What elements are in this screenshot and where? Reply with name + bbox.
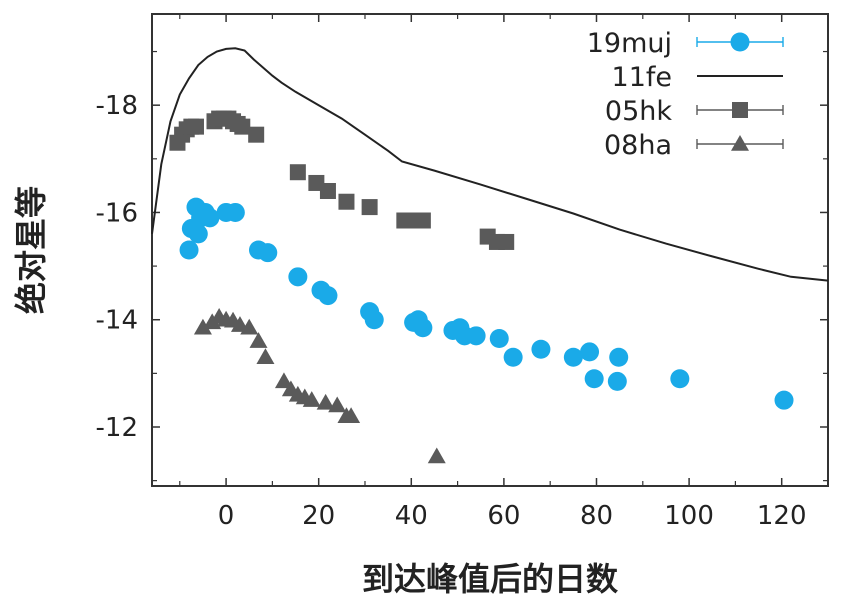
data-point-19muj xyxy=(200,208,220,228)
data-point-19muj xyxy=(364,310,384,330)
legend-marker xyxy=(732,102,748,118)
x-tick-label: 0 xyxy=(218,501,235,531)
data-point-19muj xyxy=(609,347,629,367)
data-point-08ha xyxy=(240,318,259,335)
legend-label: 08ha xyxy=(604,130,672,161)
legend-label: 11fe xyxy=(612,62,672,93)
data-point-19muj xyxy=(607,371,627,391)
data-point-08ha xyxy=(342,407,361,424)
data-point-08ha xyxy=(274,372,293,389)
data-point-08ha xyxy=(193,318,212,335)
data-point-05hk xyxy=(234,118,251,135)
series-11fe xyxy=(151,47,829,282)
plot-frame xyxy=(151,13,829,487)
data-point-19muj xyxy=(258,243,278,263)
legend-label: 05hk xyxy=(605,96,672,127)
series-19muj xyxy=(179,197,794,410)
data-point-08ha xyxy=(427,447,446,464)
data-point-19muj xyxy=(489,329,509,348)
legend-entry-08ha: 08ha xyxy=(604,130,784,161)
data-point-19muj xyxy=(580,342,600,362)
data-point-05hk xyxy=(414,212,431,229)
y-tick-label: -16 xyxy=(96,198,138,228)
data-point-05hk xyxy=(248,126,265,143)
y-axis-title: 绝对星等 xyxy=(12,186,50,314)
data-point-05hk xyxy=(187,118,204,135)
legend-marker xyxy=(731,135,749,151)
x-tick-label: 60 xyxy=(487,501,520,531)
data-point-19muj xyxy=(670,369,690,389)
data-point-08ha xyxy=(302,391,321,407)
data-point-08ha xyxy=(316,393,335,410)
data-point-08ha xyxy=(328,396,347,413)
series-08ha xyxy=(193,308,446,464)
legend-marker xyxy=(730,32,750,52)
data-point-08ha xyxy=(256,348,275,365)
x-axis-title: 到达峰值后的日数 xyxy=(362,560,619,598)
data-point-05hk xyxy=(338,193,355,210)
data-point-19muj xyxy=(225,202,245,222)
y-tick-label: -14 xyxy=(96,306,138,336)
data-point-19muj xyxy=(774,390,794,410)
x-tick-label: 40 xyxy=(395,501,428,531)
data-point-19muj xyxy=(563,347,583,367)
x-tick-label: 80 xyxy=(580,501,613,531)
data-point-19muj xyxy=(179,240,199,260)
y-tick-label: -12 xyxy=(96,413,138,443)
legend-label: 19muj xyxy=(587,28,672,59)
series-05hk xyxy=(169,110,515,250)
data-point-19muj xyxy=(531,339,551,359)
data-point-05hk xyxy=(361,199,378,216)
data-point-19muj xyxy=(584,369,604,389)
data-point-19muj xyxy=(466,326,486,346)
data-point-19muj xyxy=(318,286,338,306)
data-point-05hk xyxy=(289,164,306,181)
legend-entry-19muj: 19muj xyxy=(587,28,784,59)
data-point-19muj xyxy=(188,224,208,244)
x-tick-label: 20 xyxy=(302,501,335,531)
data-point-19muj xyxy=(413,318,433,338)
series-line-11fe xyxy=(151,47,829,282)
series-layer xyxy=(151,47,829,464)
data-point-19muj xyxy=(288,267,308,287)
data-point-05hk xyxy=(319,183,336,199)
axis-ticks: 0 20 40 60 80 100 120 -12 -14 -16 -18 xyxy=(96,14,829,531)
x-tick-label: 120 xyxy=(757,501,807,531)
x-tick-label: 100 xyxy=(664,501,714,531)
y-tick-label: -18 xyxy=(96,91,138,121)
legend-entry-11fe: 11fe xyxy=(612,62,783,93)
data-point-08ha xyxy=(249,332,268,348)
data-point-19muj xyxy=(503,347,523,367)
data-point-05hk xyxy=(498,233,515,250)
legend-entry-05hk: 05hk xyxy=(605,96,784,127)
